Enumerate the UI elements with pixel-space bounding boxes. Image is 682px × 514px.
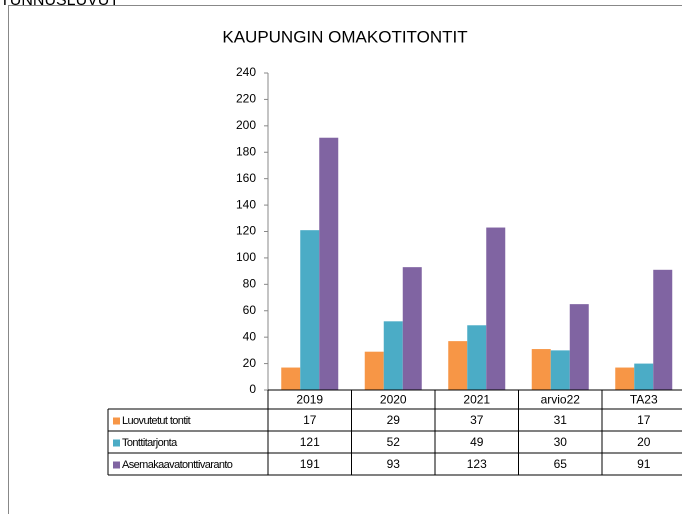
bar (448, 341, 468, 390)
table-value: 121 (300, 435, 320, 449)
table-value: 65 (554, 457, 568, 471)
table-value: 91 (637, 457, 651, 471)
y-tick-label: 160 (236, 171, 256, 185)
bar (467, 325, 487, 390)
table-value: 52 (387, 435, 401, 449)
y-tick-label: 200 (236, 118, 256, 132)
legend-label: Luovutetut tontit (122, 415, 191, 427)
bar (569, 304, 589, 390)
x-tick-label: arvio22 (541, 393, 581, 407)
chart-title: KAUPUNGIN OMAKOTITONTIT (222, 27, 467, 46)
bar (319, 137, 339, 390)
table-value: 31 (554, 413, 568, 427)
table-value: 17 (637, 413, 651, 427)
legend-label: Tonttitarjonta (122, 437, 178, 449)
y-tick-label: 140 (236, 197, 256, 211)
bar (486, 227, 506, 390)
x-tick-label: 2020 (380, 393, 407, 407)
legend-swatch (113, 461, 120, 469)
x-tick-label: 2019 (296, 393, 323, 407)
table-value: 123 (467, 457, 487, 471)
bar (550, 350, 570, 390)
bar (402, 267, 422, 390)
chart-frame (8, 5, 682, 514)
y-tick-label: 0 (249, 382, 256, 396)
table-value: 37 (470, 413, 484, 427)
bar (300, 230, 320, 390)
legend-swatch (113, 417, 120, 425)
bar (383, 321, 403, 390)
table-value: 191 (300, 457, 320, 471)
table-value: 30 (554, 435, 568, 449)
y-tick-label: 180 (236, 144, 256, 158)
legend-swatch (113, 439, 120, 447)
bar (531, 349, 551, 390)
bar (281, 367, 301, 390)
legend-label: Asemakaavatonttivaranto (122, 459, 233, 471)
y-tick-label: 240 (236, 65, 256, 79)
heading: TUNNUSLUVUT (0, 0, 119, 9)
y-tick-label: 40 (243, 329, 257, 343)
x-tick-label: 2021 (463, 393, 490, 407)
table-value: 29 (387, 413, 401, 427)
y-tick-label: 120 (236, 224, 256, 238)
bar (653, 269, 673, 390)
bar (364, 351, 384, 390)
table-value: 20 (637, 435, 651, 449)
table-value: 17 (303, 413, 317, 427)
y-tick-label: 60 (243, 303, 257, 317)
bar (634, 363, 654, 390)
table-value: 93 (387, 457, 401, 471)
y-tick-label: 100 (236, 250, 256, 264)
y-tick-label: 220 (236, 92, 256, 106)
x-tick-label: TA23 (630, 393, 658, 407)
y-tick-label: 80 (243, 277, 257, 291)
table-value: 49 (470, 435, 484, 449)
y-tick-label: 20 (243, 356, 257, 370)
bar (615, 367, 635, 390)
